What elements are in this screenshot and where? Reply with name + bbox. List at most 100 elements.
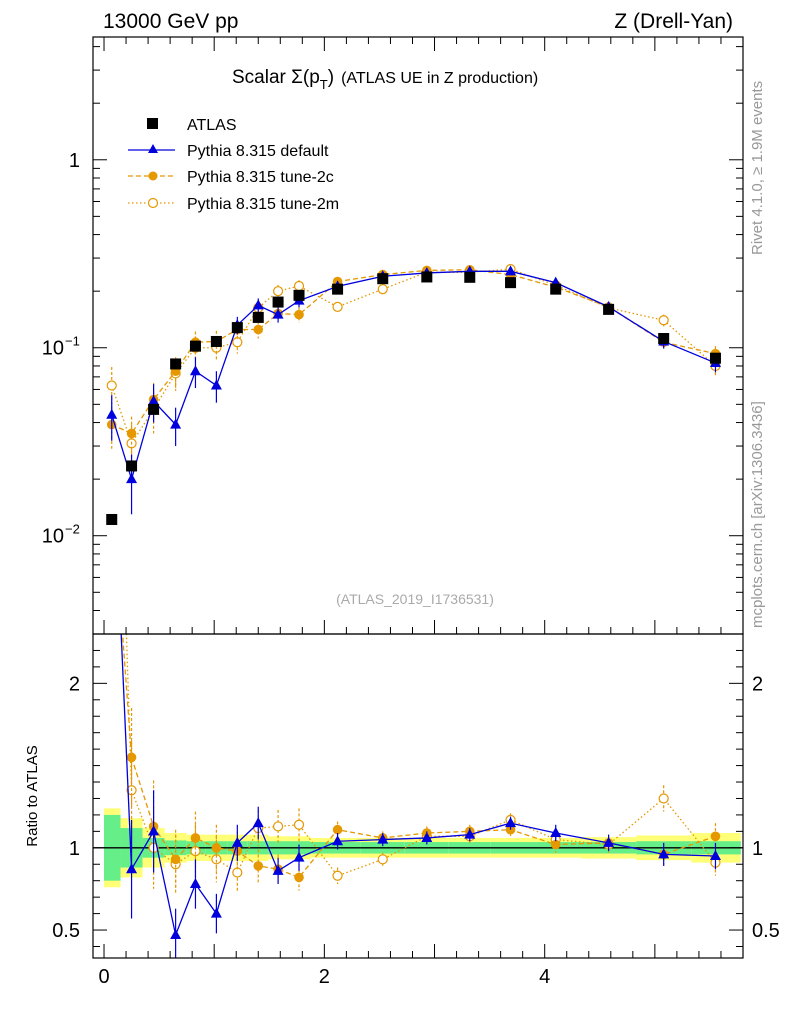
ratio-point-default [464,828,476,839]
point-tune2m [232,337,243,348]
point-default [148,395,160,406]
ratio-point-tune2m [377,854,388,865]
point-atlas [293,289,305,301]
ratio-point-tune2m [332,870,343,881]
legend-marker-tune2c [148,171,158,181]
point-default [189,365,201,376]
legend-marker-default [148,144,158,153]
y-tick-label-main: 1 [69,150,80,172]
point-atlas [170,358,182,370]
ratio-point-tune2c [190,833,201,843]
ratio-point-tune2c [126,752,137,763]
y-tick-label-ratio-right: 2 [752,673,763,695]
ratio-point-default [272,864,284,875]
source-label: mcplots.cern.ch [arXiv:1306.3436] [749,401,766,628]
header-right: Z (Drell-Yan) [614,10,733,33]
y-tick-label-main: 10 [42,526,64,548]
legend: ATLAS Pythia 8.315 default Pythia 8.315 … [128,117,339,213]
legend-marker-atlas [147,118,158,129]
point-default [170,418,182,429]
ratio-point-default [421,831,433,842]
ratio-point-default [189,877,201,888]
y-tick-label-ratio-right: 0.5 [752,920,780,942]
ratio-point-tune2m [293,819,305,830]
y-tick-label-exp: −2 [65,522,80,537]
point-tune2m [332,301,343,312]
point-tune2m [293,280,305,292]
point-atlas [332,283,344,295]
point-atlas [272,296,284,308]
ratio-point-tune2c [710,831,721,842]
ratio-point-tune2m [190,845,201,857]
point-default [272,308,284,319]
point-atlas [505,277,517,289]
ratio-frame [92,633,744,959]
chart-title: Scalar Σ(pT) (ATLAS UE in Z production) [232,67,538,92]
point-atlas [231,322,243,334]
ratio-point-default [231,836,243,847]
legend-marker-tune2m [147,197,159,209]
legend-label-atlas: ATLAS [187,117,237,134]
y-tick-label-main: 10 [42,338,64,360]
point-atlas [464,271,476,283]
point-atlas [148,403,160,415]
ratio-point-tune2m [107,185,116,194]
ratio-point-default [252,817,264,828]
ratio-point-default [550,827,562,838]
ratio-point-default [293,851,305,862]
series-line-default [111,270,716,482]
point-default [252,299,264,310]
ratio-point-tune2c [253,861,264,871]
point-tune2m [658,315,669,326]
ratio-point-default [603,836,615,847]
point-tune2m [272,286,284,297]
ratio-point-default [658,848,670,859]
point-default [126,473,138,484]
ratio-point-tune2m [272,821,284,832]
main-content [106,264,721,525]
point-atlas [210,335,222,347]
ratio-line-tune2m [125,634,716,877]
point-atlas [126,460,138,472]
legend-label-tune2m: Pythia 8.315 tune-2m [187,196,339,213]
ratio-point-default [148,825,160,836]
y-tick-label-exp: −1 [65,334,80,349]
ratio-point-default [505,817,517,828]
ratio-ylabel: Ratio to ATLAS [24,745,41,846]
point-atlas [421,271,433,283]
point-tune2c [126,428,137,439]
ratio-point-tune2c [550,839,561,850]
x-tick-label: 0 [98,966,109,988]
point-atlas [603,303,615,315]
ratio-point-tune2c [211,843,222,853]
ratio-point-default [170,928,182,939]
watermark: (ATLAS_2019_I1736531) [336,591,494,607]
ratio-point-default [709,850,721,861]
point-atlas [106,513,118,525]
y-tick-label-ratio-left: 0.5 [52,920,80,942]
point-atlas [658,332,670,344]
y-tick-label-ratio-left: 2 [69,673,80,695]
point-atlas [252,311,264,323]
point-tune2m [377,284,388,295]
point-tune2c [253,324,264,335]
x-tick-label: 4 [539,966,550,988]
ratio-point-tune2c [294,872,304,883]
point-tune2m [106,380,117,391]
ratio-point-default [210,907,222,918]
series-line-tune2m [111,268,716,445]
ratio-point-default [332,835,344,846]
legend-label-tune2c: Pythia 8.315 tune-2c [187,169,334,186]
point-tune2c [294,309,304,320]
ratio-point-default [377,833,389,844]
header-left: 13000 GeV pp [103,10,238,33]
x-tick-label: 2 [319,966,330,988]
y-tick-label-ratio-right: 1 [752,838,763,860]
ratio-point-tune2m [658,793,669,804]
point-default [106,408,118,419]
series-line-tune2c [111,269,716,435]
ratio-point-tune2c [332,824,343,835]
point-atlas [189,340,201,352]
ratio-content [93,185,743,958]
